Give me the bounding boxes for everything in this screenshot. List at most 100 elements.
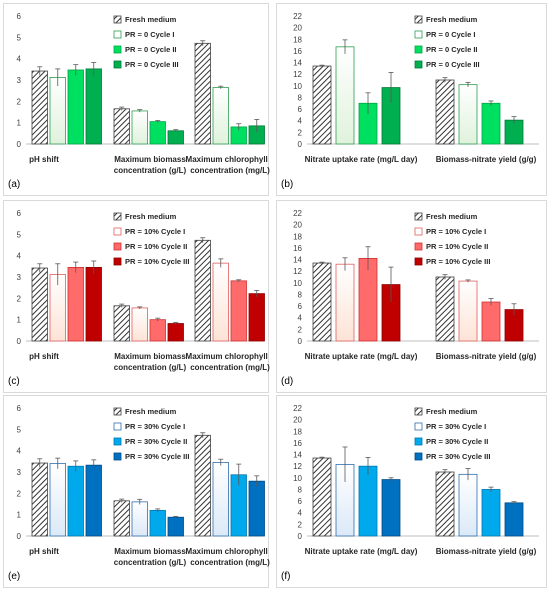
y-tick-label-e: 1 [17,511,22,520]
legend-swatch-c [113,212,122,221]
bar-a [31,70,48,145]
bar-e [212,462,229,537]
panel-label-e: (e) [8,571,21,582]
legend-label-a: PR = 0 Cycle I [125,30,174,39]
category-label-a: pH shift [29,155,59,164]
legend-label-e: Fresh medium [125,407,177,416]
category-label-f: Nitrate uptake rate (mg/L day) [305,547,418,556]
category-label-d: Nitrate uptake rate (mg/L day) [305,352,418,361]
y-tick-label-d: 16 [293,244,302,253]
chart-svg-a: 0 1 2 3 4 5 6 pH shift Maximum biomass concentrat… [17,12,270,175]
y-tick-label-a: 0 [17,140,22,149]
bar-a [49,77,66,145]
category-label-c: Maximum biomass [114,352,186,361]
legend-swatch-c [113,227,122,236]
category-label-c: pH shift [29,352,59,361]
bar-e [85,464,102,537]
legend-label-b: PR = 0 Cycle III [426,60,480,69]
y-tick-label-c: 1 [17,316,22,325]
y-tick-label-e: 5 [17,425,22,434]
bar-d [481,301,501,342]
bar-c [230,280,247,342]
category-label-f: Biomass-nitrate yield (g/g) [436,547,537,556]
bar-e [113,500,130,537]
legend-label-c: Fresh medium [125,212,177,221]
y-tick-label-e: 4 [17,447,22,456]
category-label-b: Nitrate uptake rate (mg/L day) [305,155,418,164]
bar-d [312,262,332,342]
y-tick-label-a: 6 [17,12,22,21]
bar-c [113,305,130,342]
bar-b [481,102,501,145]
bar-c [85,267,102,342]
y-tick-label-c: 4 [17,252,22,261]
bar-a [212,87,229,145]
category-label-c: Maximum chlorophyll a [186,352,270,361]
category-label-e: Maximum chlorophyll a [186,547,270,556]
y-tick-label-f: 8 [298,485,303,494]
legend-swatch-d [414,212,423,221]
bar-e [67,465,84,537]
category-label-a: concentration (mg/L) [190,166,270,175]
bar-c [67,267,84,342]
y-tick-label-d: 14 [293,256,302,265]
legend-swatch-f [414,407,423,416]
bar-a [149,121,166,145]
chart-svg-c: 0 1 2 3 4 5 6 pH shift Maximum biomass concentrat… [17,209,270,372]
category-label-e: Maximum biomass [114,547,186,556]
y-tick-label-b: 10 [293,82,302,91]
legend-label-c: PR = 10% Cycle III [125,257,189,266]
y-tick-label-d: 10 [293,279,302,288]
y-tick-label-e: 0 [17,532,22,541]
y-tick-label-d: 22 [293,209,302,218]
bar-d [358,257,378,342]
bar-f [458,473,478,537]
y-tick-label-f: 22 [293,404,302,413]
y-tick-label-b: 8 [298,93,303,102]
y-tick-label-c: 2 [17,294,22,303]
category-label-a: concentration (g/L) [114,166,187,175]
bar-b [504,119,524,145]
y-tick-label-b: 4 [298,117,303,126]
y-tick-label-d: 12 [293,267,302,276]
legend-label-b: PR = 0 Cycle II [426,45,478,54]
legend-label-d: PR = 10% Cycle II [426,242,488,251]
bar-e [194,434,211,537]
chart-svg-f: 0 2 4 6 8 10 12 14 16 18 20 22 Nitrate uptake rate (… [293,404,539,556]
bar-e [31,462,48,537]
y-tick-label-a: 3 [17,76,22,85]
category-label-a: Maximum biomass [114,155,186,164]
chart-panel-f: 0 2 4 6 8 10 12 14 16 18 20 22 Nitrate uptake rate (… [276,395,547,588]
y-tick-label-f: 14 [293,451,302,460]
bar-f [381,479,401,537]
legend-swatch-e [113,437,122,446]
y-tick-label-a: 5 [17,33,22,42]
bar-e [167,516,184,537]
bar-c [167,323,184,342]
category-label-e: concentration (g/L) [114,558,187,567]
bar-d [335,263,355,342]
legend-swatch-f [414,452,423,461]
bar-f [435,471,455,537]
legend-label-d: Fresh medium [426,212,478,221]
y-tick-label-f: 2 [298,520,303,529]
category-label-e: concentration (mg/L) [190,558,270,567]
legend-label-d: PR = 10% Cycle I [426,227,486,236]
panel-label-c: (c) [8,376,20,387]
legend-label-f: PR = 30% Cycle III [426,452,490,461]
bar-e [131,501,148,537]
bar-e [149,510,166,537]
legend-swatch-b [414,30,423,39]
y-tick-label-e: 6 [17,404,22,413]
bar-a [131,110,148,145]
y-tick-label-d: 6 [298,302,303,311]
chart-panel-c: 0 1 2 3 4 5 6 pH shift Maximum biomass concentrat… [3,200,270,393]
bar-a [194,42,211,145]
bar-e [49,463,66,537]
bar-d [435,276,455,342]
y-tick-label-d: 4 [298,314,303,323]
bar-a [113,108,130,145]
y-tick-label-b: 6 [298,105,303,114]
y-tick-label-e: 3 [17,468,22,477]
legend-swatch-f [414,422,423,431]
